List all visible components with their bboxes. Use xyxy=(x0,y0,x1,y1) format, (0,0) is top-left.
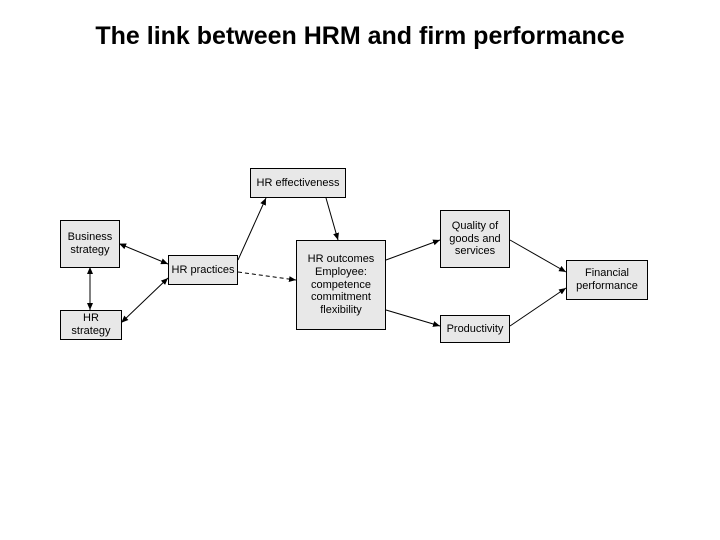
edge-hr_effectiveness-hr_outcomes xyxy=(326,198,338,240)
node-quality: Quality of goods and services xyxy=(440,210,510,268)
node-financial: Financial performance xyxy=(566,260,648,300)
edge-hr_strategy-hr_practices xyxy=(122,278,168,322)
node-productivity: Productivity xyxy=(440,315,510,343)
edge-productivity-financial xyxy=(510,288,566,326)
edge-hr_outcomes-quality xyxy=(386,240,440,260)
edge-hr_practices-hr_effectiveness xyxy=(238,198,266,260)
node-business_strategy: Business strategy xyxy=(60,220,120,268)
edge-hr_outcomes-productivity xyxy=(386,310,440,326)
node-hr_effectiveness: HR effectiveness xyxy=(250,168,346,198)
node-hr_practices: HR practices xyxy=(168,255,238,285)
edge-hr_practices-hr_outcomes xyxy=(238,272,296,280)
edge-quality-financial xyxy=(510,240,566,272)
page-title: The link between HRM and firm performanc… xyxy=(0,22,720,51)
edge-business_strategy-hr_practices xyxy=(120,244,168,264)
node-hr_strategy: HR strategy xyxy=(60,310,122,340)
node-hr_outcomes: HR outcomes Employee: competence commitm… xyxy=(296,240,386,330)
flowchart: Business strategy HR strategy HR practices… xyxy=(60,150,660,410)
